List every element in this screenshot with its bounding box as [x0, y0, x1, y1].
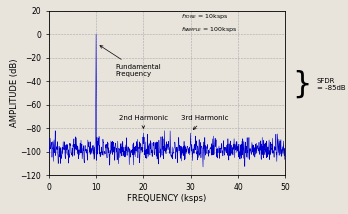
Text: 2nd Harmonic: 2nd Harmonic — [119, 115, 168, 128]
Text: $f_{TONE}$ = 10ksps
$f_{SAMPLE}$ = 100ksps: $f_{TONE}$ = 10ksps $f_{SAMPLE}$ = 100ks… — [181, 12, 238, 34]
Y-axis label: AMPLITUDE (dB): AMPLITUDE (dB) — [10, 59, 19, 127]
Text: }: } — [292, 70, 312, 99]
Text: SFDR
= -85dB: SFDR = -85dB — [317, 78, 345, 91]
Text: Fundamental
Frequency: Fundamental Frequency — [100, 46, 161, 77]
X-axis label: FREQUENCY (ksps): FREQUENCY (ksps) — [127, 193, 207, 202]
Text: 3rd Harmonic: 3rd Harmonic — [181, 115, 229, 129]
